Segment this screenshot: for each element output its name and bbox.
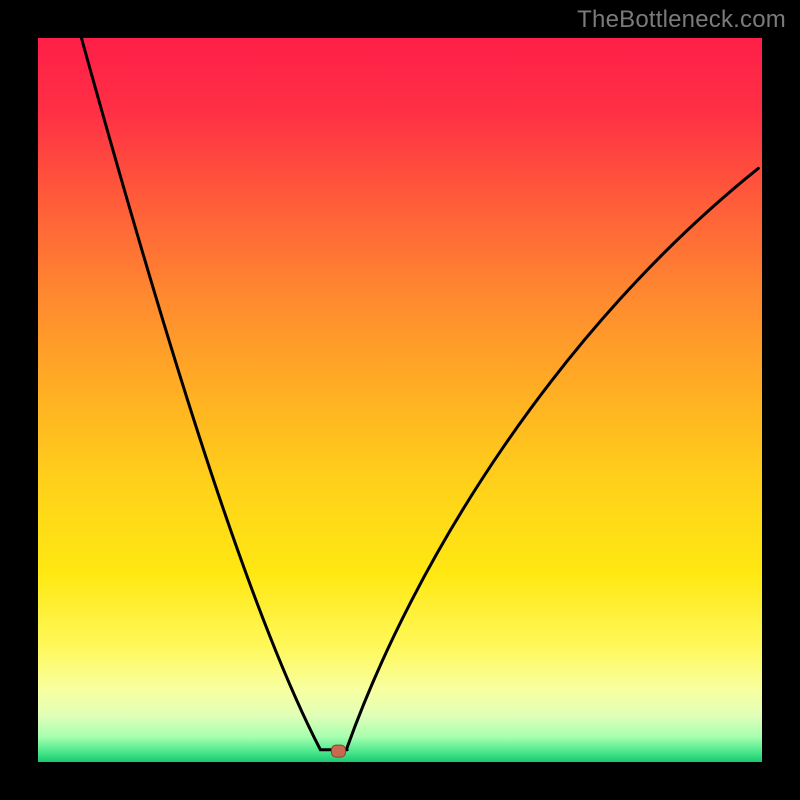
plot-area <box>38 38 762 762</box>
curve-layer <box>38 38 762 762</box>
watermark-text: TheBottleneck.com <box>577 6 786 34</box>
bottleneck-curve <box>81 38 758 750</box>
bottleneck-marker <box>331 745 345 757</box>
chart-frame: TheBottleneck.com <box>0 0 800 800</box>
